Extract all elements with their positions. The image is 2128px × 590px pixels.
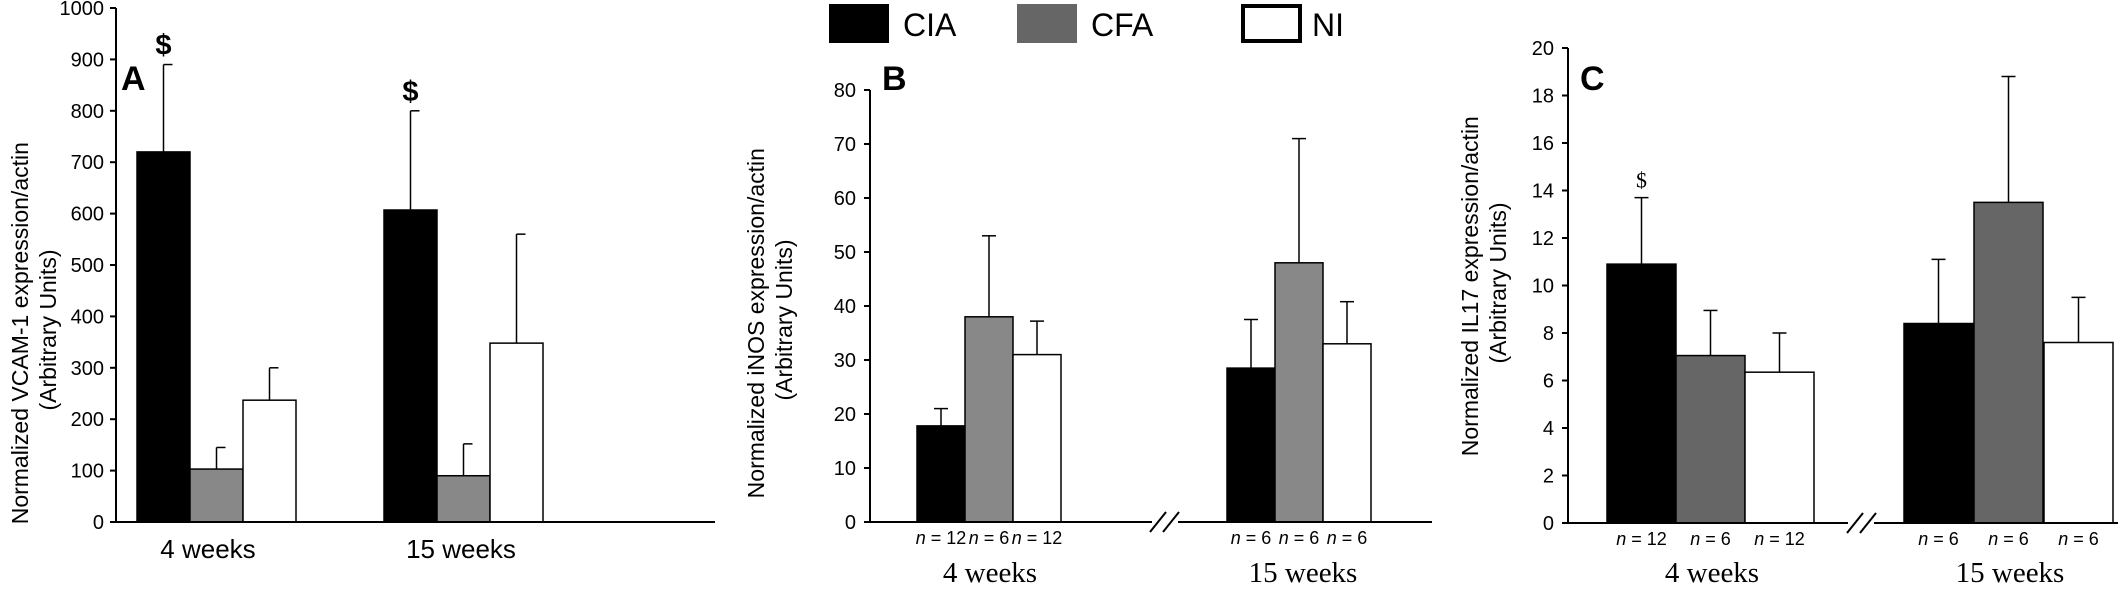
legend-swatch-ni <box>1241 4 1302 43</box>
panel-a-ytick-label: 300 <box>71 358 104 380</box>
panel-c-n-label-cia: n = 6 <box>1918 529 1959 549</box>
panel-c-n-label-ni: n = 6 <box>2058 529 2099 549</box>
panel-b-ylabel: Normalized iNOS expression/actin (Arbitr… <box>743 142 797 499</box>
panel-a-bar-ni <box>242 399 297 523</box>
panel-b-bar-ni <box>1012 353 1062 523</box>
legend-label-cia: CIA <box>903 7 957 43</box>
panel-c-bar-cia <box>1606 263 1677 524</box>
panel-c-ytick-label: 12 <box>1532 228 1554 250</box>
panel-a-ytick-label: 500 <box>71 255 104 277</box>
panel-b-bar-cia <box>916 425 966 523</box>
legend: CIA CFA NI <box>829 4 1344 43</box>
legend-swatch-cia <box>829 4 889 43</box>
panel-b-ylabel-line2: (Arbitrary Units) <box>771 239 797 400</box>
panel-c-ytick-label: 6 <box>1543 371 1554 393</box>
panel-c-bar-cfa <box>1675 354 1746 524</box>
panel-c-ytick-label: 16 <box>1532 133 1554 155</box>
panel-a-bar-cfa <box>436 474 491 523</box>
panel-b-ytick-label: 70 <box>834 134 856 156</box>
panel-a-category-label: 15 weeks <box>406 534 516 564</box>
panel-c-ylabel-line1: Normalized IL17 expression/actin <box>1457 116 1483 456</box>
panel-c-ytick-label: 4 <box>1543 418 1554 440</box>
panel-b-bar-cfa <box>964 316 1014 523</box>
panel-b-category-label: 4 weeks <box>943 557 1037 589</box>
panel-a: A Normalized VCAM-1 expression/actin (Ar… <box>7 0 715 564</box>
panel-b-ytick-label: 50 <box>834 242 856 264</box>
panel-b-bar-cfa <box>1274 262 1324 523</box>
panel-a-ytick-label: 0 <box>93 512 104 534</box>
panel-c-ytick-label: 14 <box>1532 181 1554 203</box>
panel-c-n-label-ni: n = 12 <box>1754 529 1805 549</box>
panel-b-ytick-label: 40 <box>834 296 856 318</box>
legend-label-ni: NI <box>1312 7 1344 43</box>
panel-c-bar-ni <box>1744 371 1815 524</box>
panel-b-ytick-label: 30 <box>834 350 856 372</box>
panel-a-ytick-label: 400 <box>71 306 104 328</box>
panel-a-ytick-label: 600 <box>71 204 104 226</box>
panel-c-ylabel: Normalized IL17 expression/actin (Arbitr… <box>1457 110 1511 456</box>
panel-a-ylabel-line1: Normalized VCAM-1 expression/actin <box>7 142 33 524</box>
panel-a-ylabel: Normalized VCAM-1 expression/actin (Arbi… <box>7 136 61 525</box>
panel-c-ytick-label: 2 <box>1543 466 1554 488</box>
legend-swatch-cfa <box>1017 4 1077 43</box>
panel-c-bar-cfa <box>1973 201 2044 524</box>
panel-a-letter: A <box>121 60 146 98</box>
panel-c-ylabel-line2: (Arbitrary Units) <box>1485 202 1511 363</box>
panel-c-ytick-label: 18 <box>1532 86 1554 108</box>
panel-b-ytick-label: 60 <box>834 188 856 210</box>
panel-c-category-label: 4 weeks <box>1665 557 1759 589</box>
panel-b-ytick-label: 80 <box>834 80 856 102</box>
panel-b-letter: B <box>882 60 907 98</box>
panel-b-ytick-label: 20 <box>834 404 856 426</box>
panel-c-ytick-label: 8 <box>1543 323 1554 345</box>
panel-c-bar-cia <box>1903 322 1974 524</box>
panel-c-ytick-label: 20 <box>1532 38 1554 60</box>
panel-c-category-label: 15 weeks <box>1956 557 2065 589</box>
panel-b-n-label-cia: n = 12 <box>916 528 967 548</box>
panel-c-significance-mark: $ <box>1636 168 1647 193</box>
legend-label-cfa: CFA <box>1091 7 1154 43</box>
panel-c-bar-ni <box>2043 341 2114 524</box>
panel-a-bar-cia <box>136 151 191 523</box>
panel-c-ytick-label: 0 <box>1543 513 1554 535</box>
panel-c-ytick-label: 10 <box>1532 276 1554 298</box>
panel-c-axis-break <box>1846 512 1877 534</box>
panel-b-bar-cia <box>1226 367 1276 523</box>
panel-b-ylabel-line1: Normalized iNOS expression/actin <box>743 148 769 498</box>
panel-b-category-label: 15 weeks <box>1249 557 1358 589</box>
panel-a-bar-cfa <box>189 468 244 523</box>
panel-b-axis-break <box>1149 511 1180 533</box>
panel-a-category-label: 4 weeks <box>160 534 255 564</box>
panel-a-bar-cia <box>383 209 438 523</box>
panel-b: B Normalized iNOS expression/actin (Arbi… <box>743 60 1432 589</box>
panel-c-n-label-cfa: n = 6 <box>1690 529 1731 549</box>
panel-a-ylabel-line2: (Arbitrary Units) <box>35 249 61 410</box>
panel-a-significance-mark: $ <box>402 76 418 108</box>
panel-b-n-label-cia: n = 6 <box>1231 528 1272 548</box>
panel-a-ytick-label: 900 <box>71 49 104 71</box>
panel-a-bar-ni <box>489 342 544 523</box>
panel-b-ytick-label: 10 <box>834 458 856 480</box>
panel-b-n-label-cfa: n = 6 <box>969 528 1010 548</box>
panel-b-n-label-ni: n = 12 <box>1012 528 1063 548</box>
panel-a-ytick-label: 800 <box>71 101 104 123</box>
panel-a-ytick-label: 700 <box>71 152 104 174</box>
panel-a-ytick-label: 1000 <box>60 0 105 20</box>
panel-c: C Normalized IL17 expression/actin (Arbi… <box>1457 38 2118 589</box>
panel-a-significance-mark: $ <box>155 30 171 62</box>
panel-c-n-label-cia: n = 12 <box>1616 529 1667 549</box>
panel-b-n-label-ni: n = 6 <box>1327 528 1368 548</box>
panel-c-n-label-cfa: n = 6 <box>1988 529 2029 549</box>
panel-b-bar-ni <box>1322 343 1372 523</box>
panel-a-ytick-label: 200 <box>71 409 104 431</box>
panel-b-n-label-cfa: n = 6 <box>1279 528 1320 548</box>
panel-b-ytick-label: 0 <box>845 512 856 534</box>
panel-c-letter: C <box>1580 60 1605 98</box>
panel-a-ytick-label: 100 <box>71 461 104 483</box>
